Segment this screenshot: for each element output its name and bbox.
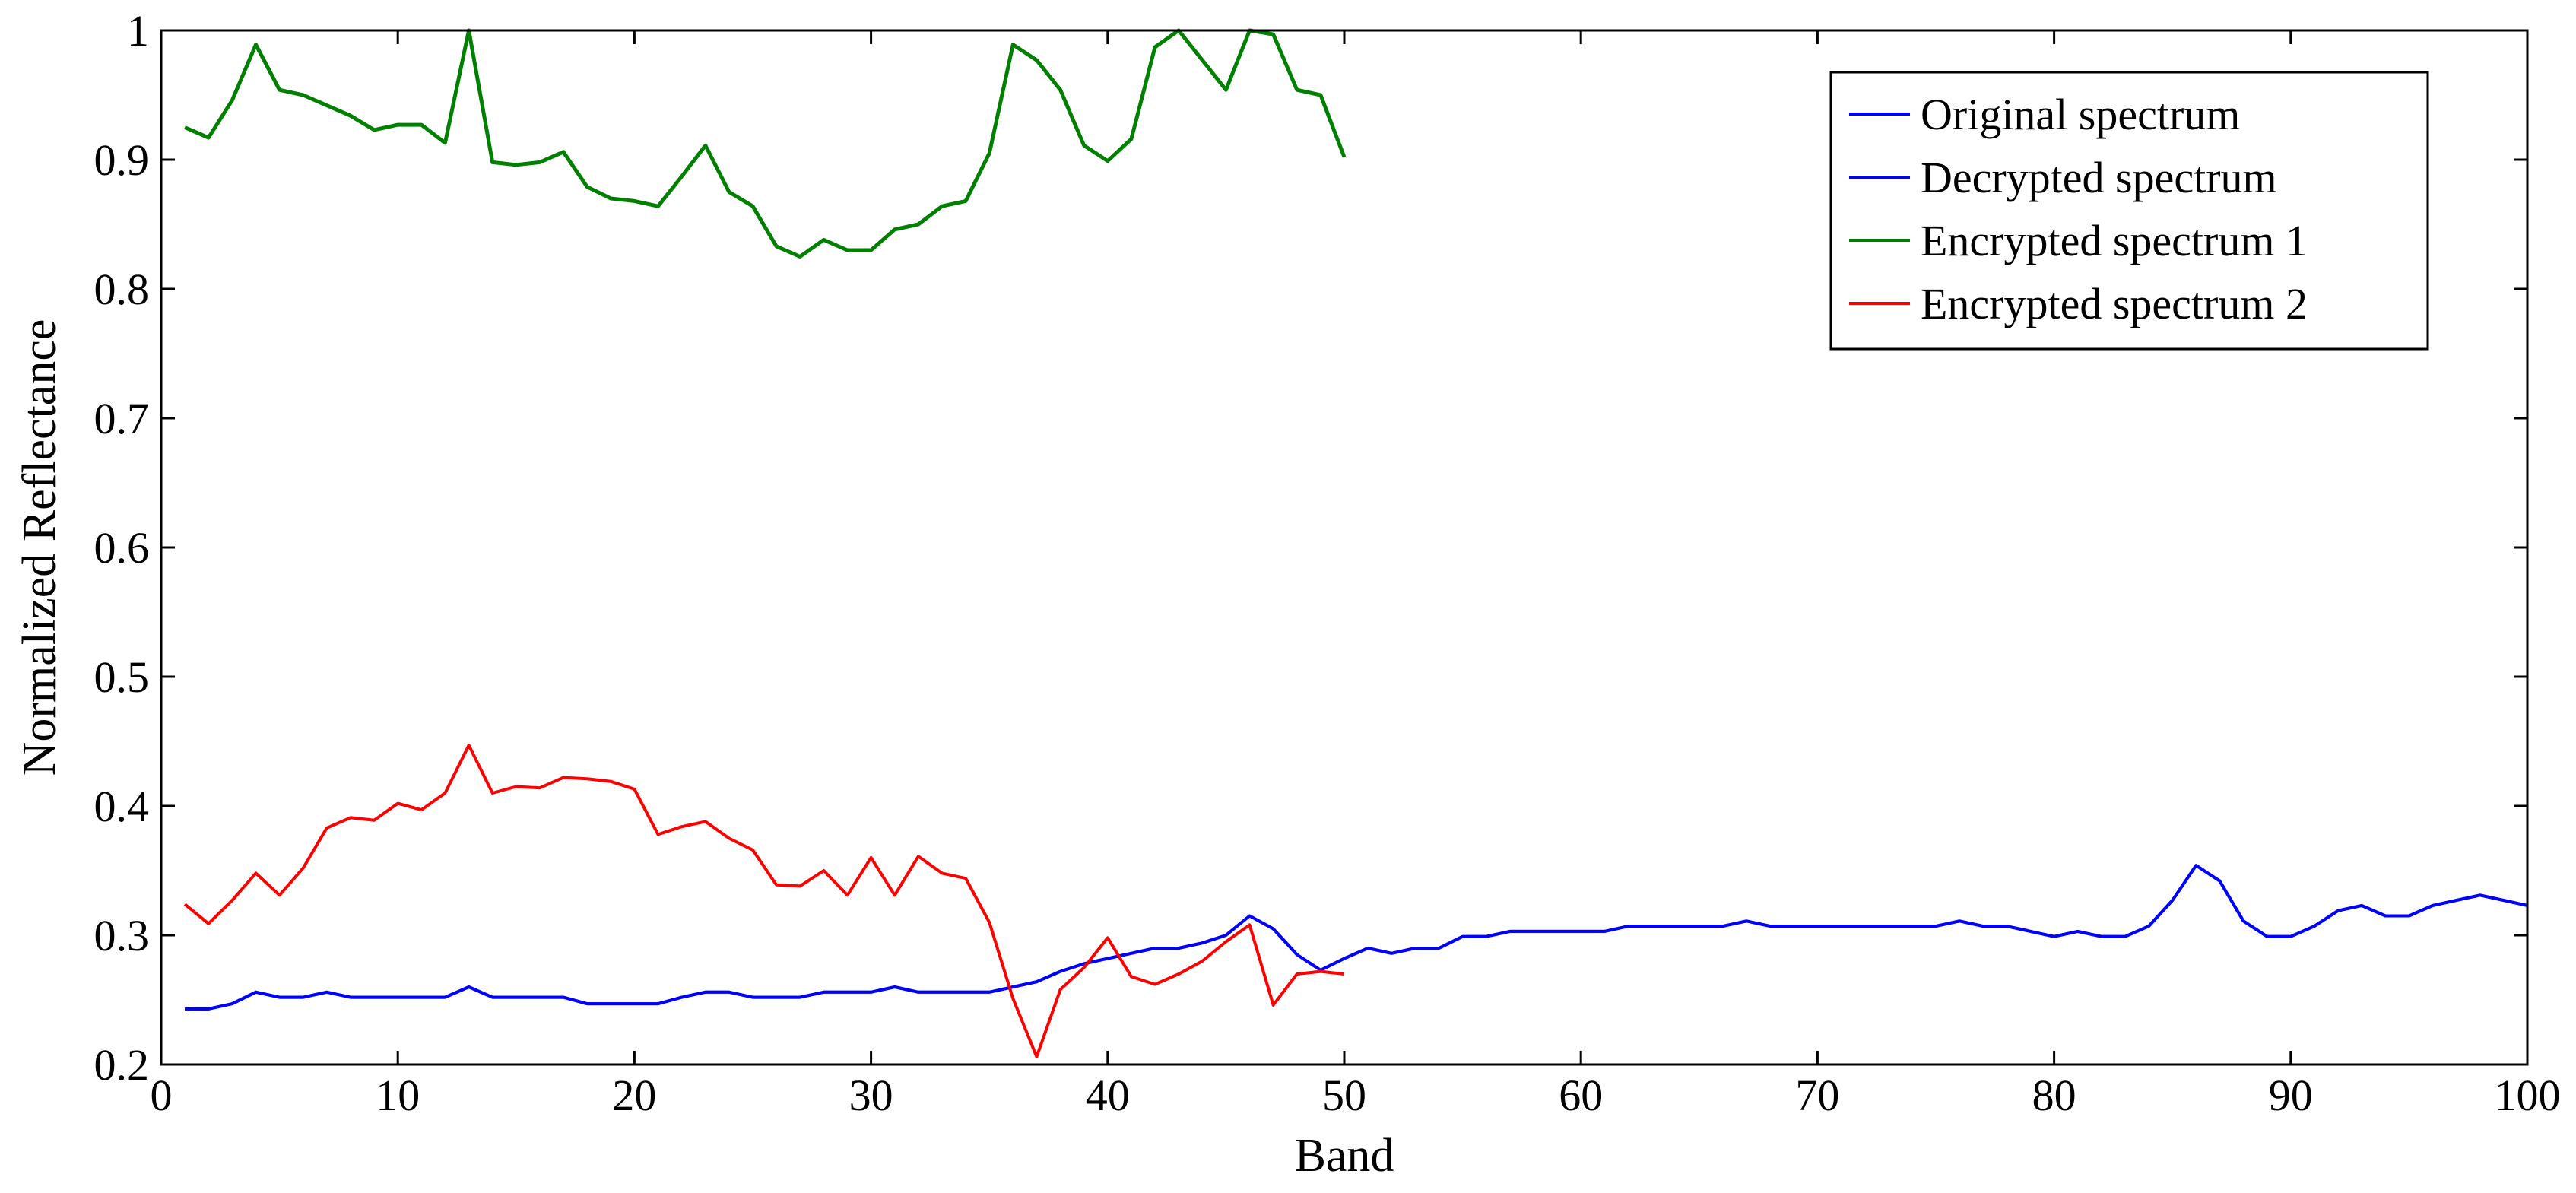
y-tick-label: 1 [127, 6, 149, 56]
x-tick-label: 30 [849, 1071, 893, 1120]
legend-label-3: Encrypted spectrum 1 [1921, 216, 2308, 265]
series-line-4 [183, 744, 1345, 1058]
x-tick-label: 20 [612, 1071, 656, 1120]
x-tick-label: 70 [1795, 1071, 1839, 1120]
y-tick-label: 0.7 [94, 394, 150, 443]
y-tick-label: 0.2 [94, 1040, 150, 1090]
y-tick-label: 0.4 [94, 782, 150, 831]
tick-layer: 0 10 20 30 40 50 60 70 80 90 100 0.2 0.3 0.4 0.5 0.6 0.7… [94, 6, 2561, 1120]
y-axis-label: Normalized Reflectance [14, 319, 65, 776]
y-tick-label: 0.6 [94, 523, 150, 573]
legend-box [1829, 71, 2429, 351]
series-layer [183, 28, 2528, 1058]
legend-label-1: Original spectrum [1921, 90, 2240, 139]
y-tick-label: 0.5 [94, 652, 150, 702]
y-tick-label: 0.9 [94, 135, 150, 185]
x-tick-label: 50 [1322, 1071, 1366, 1120]
x-tick-label: 80 [2032, 1071, 2076, 1120]
x-tick-label: 10 [376, 1071, 420, 1120]
legend-label-4: Encrypted spectrum 2 [1921, 279, 2308, 328]
y-tick-label: 0.8 [94, 265, 150, 314]
legend: Original spectrum Decrypted spectrum Encry… [1829, 71, 2429, 351]
legend-label-2: Decrypted spectrum [1921, 153, 2277, 202]
y-tick-label: 0.3 [94, 911, 150, 960]
series-line-2 [185, 864, 2528, 1011]
legend-items: Original spectrum Decrypted spectrum Encry… [1849, 90, 2308, 328]
x-axis-label: Band [1295, 1130, 1394, 1182]
x-tick-label: 90 [2269, 1071, 2313, 1120]
x-tick-label: 100 [2495, 1071, 2561, 1120]
x-tick-label: 60 [1559, 1071, 1603, 1120]
series-line-3 [184, 28, 1347, 259]
x-tick-label: 0 [151, 1071, 173, 1120]
x-tick-label: 40 [1086, 1071, 1130, 1120]
